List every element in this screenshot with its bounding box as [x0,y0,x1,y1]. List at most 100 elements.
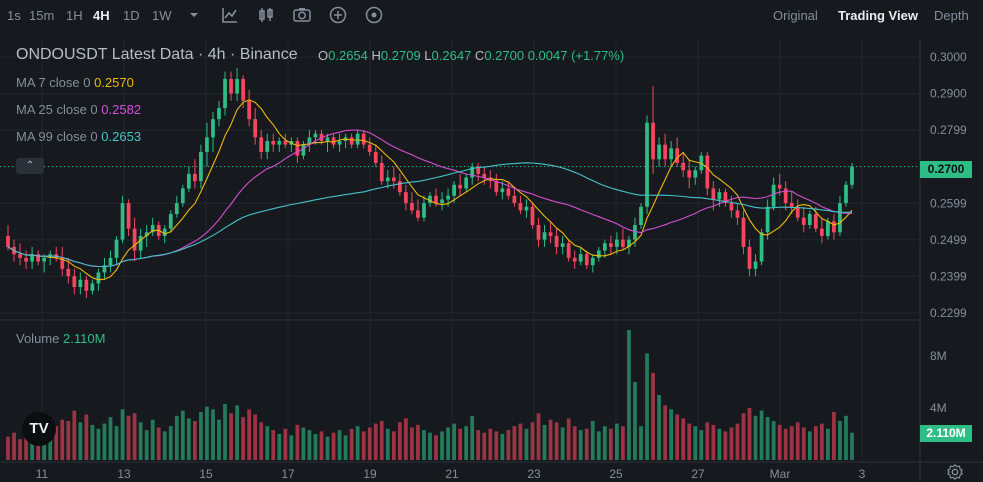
volume-bar [416,424,420,460]
volume-bar [349,428,354,460]
candle-body [259,137,264,152]
volume-bar [373,423,378,460]
volume-bar [560,427,565,460]
volume-value: 2.110M [63,331,106,346]
line-chart-icon[interactable] [220,5,240,25]
timeframe-4h[interactable]: 4H [93,8,110,23]
volume-bar [367,427,372,460]
price-tick-label: 0.2900 [930,87,967,101]
candle-body [476,166,481,174]
volume-bar [819,423,824,460]
candle-body [301,144,306,156]
time-tick-label: 13 [117,467,131,481]
candle-body [72,276,77,288]
candle-body [180,188,185,204]
candle-body [651,122,655,160]
volume-bar [838,421,842,460]
volume-bar [30,435,34,460]
volume-series [6,330,854,460]
view-tab-depth[interactable]: Depth [934,8,969,23]
volume-bar [633,382,637,460]
target-settings-icon[interactable] [364,5,384,25]
view-tab-original[interactable]: Original [773,8,818,23]
add-indicator-icon[interactable] [328,5,348,25]
candle-body [741,217,746,247]
volume-bar [850,432,854,460]
candle-body [162,228,167,236]
volume-bar [385,428,390,460]
candle-body [566,243,571,258]
timeframe-15m[interactable]: 15m [29,8,55,23]
volume-bar [807,431,812,460]
time-tick-label: 25 [609,467,623,481]
volume-bar [675,414,680,460]
candle-body [850,166,854,185]
candle-body [138,235,143,251]
candle-body [765,206,770,233]
time-tick-label: 27 [691,467,705,481]
candle-body [789,203,794,207]
volume-bar [379,421,384,460]
volume-bar [651,372,655,460]
candle-body [705,155,710,189]
volume-bar [114,426,119,460]
ma99-legend[interactable]: MA 99 close 0 0.2653 [16,129,141,144]
volume-label: Volume [16,331,60,346]
candle-body [723,192,728,204]
ma25-legend[interactable]: MA 25 close 0 0.2582 [16,102,141,117]
candle-body [217,108,221,120]
volume-bar [42,440,47,460]
volume-bar [832,411,836,460]
candle-body [717,192,722,200]
volume-bar [36,434,41,460]
volume-bar [253,414,258,460]
candlestick-series [6,67,854,299]
collapse-legend-icon[interactable]: ⌃ [16,158,44,174]
candle-body [542,232,547,240]
candle-body [42,257,47,262]
volume-bar [741,413,746,460]
candle-body [554,235,559,247]
timeframe-1h[interactable]: 1H [66,8,83,23]
volume-bar [138,422,143,460]
timeframe-dropdown-icon[interactable] [184,5,204,25]
candlestick-settings-icon[interactable] [256,5,276,25]
candle-body [681,162,686,171]
candle-body [283,140,288,145]
candle-body [361,133,366,145]
camera-icon[interactable] [292,5,312,25]
volume-bar [78,422,83,460]
volume-bar [723,431,728,460]
ma7-legend[interactable]: MA 7 close 0 0.2570 [16,75,134,90]
timeframe-1w[interactable]: 1W [152,8,172,23]
volume-bar [657,395,661,460]
volume-bar [621,426,625,460]
candle-body [657,144,661,160]
candle-body [530,206,535,225]
volume-bar [84,414,89,460]
price-tick-label: 0.2299 [930,306,967,320]
volume-bar [705,422,710,460]
candle-body [813,214,818,229]
volume-bar [325,436,330,460]
volume-bar [476,430,481,460]
view-tab-trading-view[interactable]: Trading View [838,8,918,23]
timeframe-1d[interactable]: 1D [123,8,140,23]
candle-body [458,184,463,189]
candle-body [66,268,71,277]
candle-body [608,243,613,247]
timeframe-1s[interactable]: 1s [7,8,21,23]
volume-bar [313,434,318,460]
candle-body [759,232,764,262]
volume-bar [168,426,173,460]
volume-bar [512,426,517,460]
candle-body [150,224,155,233]
volume-bar [361,431,366,460]
candle-body [337,140,342,145]
candle-body [102,265,107,273]
volume-bar [789,426,794,460]
candle-body [199,151,203,182]
gear-icon[interactable] [946,463,964,481]
volume-bar [126,415,131,460]
